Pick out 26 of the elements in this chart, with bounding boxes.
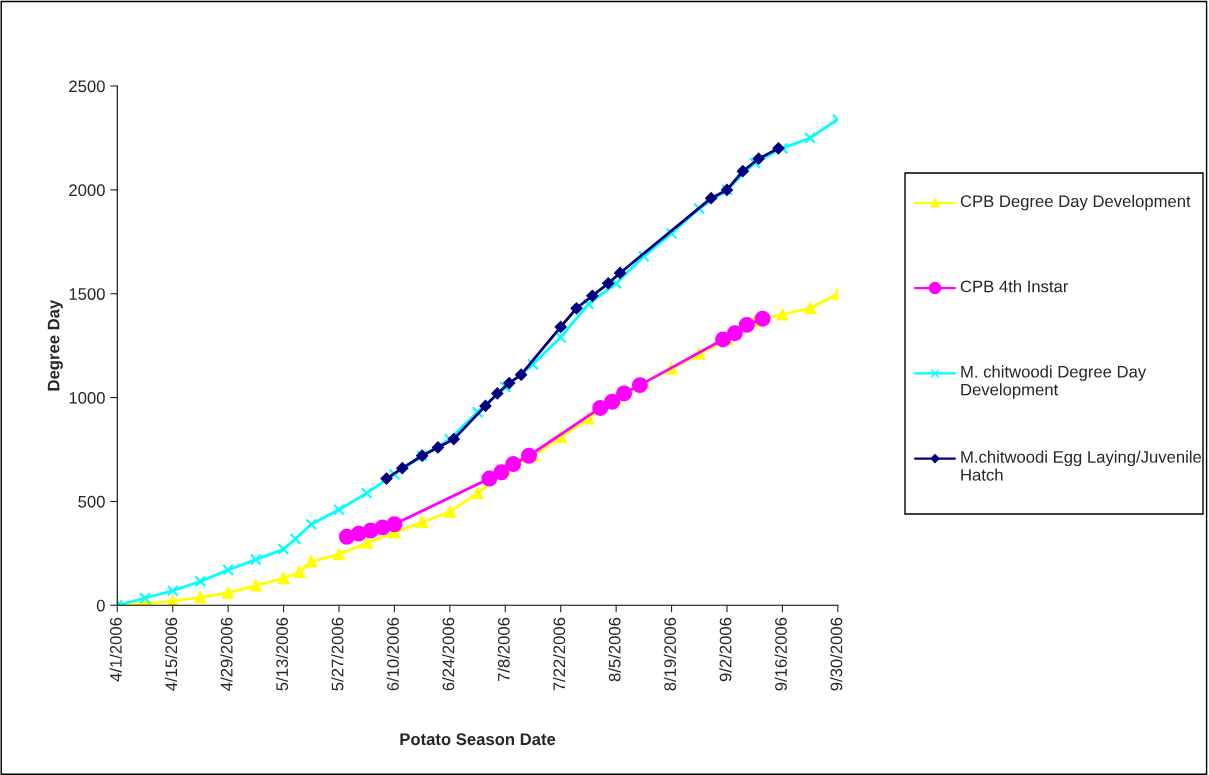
x-tick-label: 9/16/2006	[774, 617, 787, 691]
y-axis-title: Degree Day	[47, 299, 63, 391]
x-tick-label: 4/1/2006	[109, 617, 122, 682]
x-tick-label: 6/24/2006	[442, 617, 455, 691]
x-tick-label: 7/8/2006	[497, 617, 510, 682]
y-tick-label: 500	[78, 495, 105, 508]
y-tick-label: 1000	[69, 391, 105, 404]
x-tick-label: 5/13/2006	[275, 617, 289, 691]
legend-label: M. chitwoodi Degree Day Development	[961, 365, 1147, 399]
x-axis-title: Potato Season Date	[400, 733, 556, 746]
x-tick-label: 9/30/2006	[830, 617, 843, 691]
legend-label: CPB Degree Day Development	[960, 194, 1191, 211]
x-tick-label: 5/27/2006	[331, 617, 344, 691]
x-tick-label: 8/19/2006	[663, 617, 677, 691]
legend-label: M.chitwoodi Egg Laying/Juvenile Hatch	[961, 450, 1202, 481]
x-tick-label: 9/2/2006	[719, 617, 732, 682]
x-tick-label: 6/10/2006	[386, 617, 399, 691]
x-tick-label: 4/29/2006	[220, 617, 233, 691]
legend-label: CPB 4th Instar	[960, 280, 1069, 293]
y-tick-label: 2500	[69, 80, 105, 93]
x-tick-label: 8/5/2006	[608, 617, 621, 682]
x-tick-label: 4/15/2006	[164, 617, 178, 691]
y-tick-label: 2000	[69, 184, 105, 197]
y-tick-label: 0	[96, 599, 105, 612]
y-tick-label: 1500	[69, 288, 105, 300]
x-tick-label: 7/22/2006	[552, 617, 566, 691]
